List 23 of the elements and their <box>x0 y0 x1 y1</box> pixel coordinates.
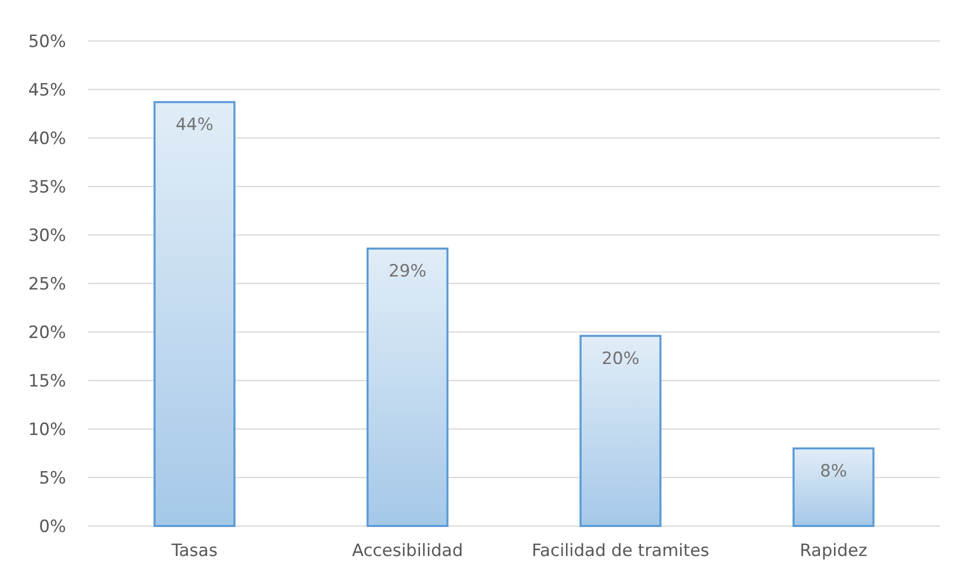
data-label: 29% <box>388 262 426 282</box>
y-tick-label: 50% <box>28 32 66 52</box>
data-label: 8% <box>820 461 847 482</box>
x-tick-label: Tasas <box>170 541 218 561</box>
bar <box>154 101 236 527</box>
y-tick-label: 35% <box>28 177 66 198</box>
bar <box>580 334 662 527</box>
bar <box>366 248 448 527</box>
y-tick-label: 5% <box>39 468 66 488</box>
data-label: 20% <box>602 348 640 369</box>
y-tick-label: 25% <box>28 274 66 294</box>
x-tick-label: Accesibilidad <box>352 541 464 561</box>
y-tick-label: 30% <box>28 226 66 246</box>
x-tick-label: Rapidez <box>800 541 868 561</box>
y-tick-label: 20% <box>28 322 66 343</box>
x-tick-label: Facilidad de tramites <box>532 541 710 561</box>
data-label: 44% <box>176 115 214 136</box>
y-tick-label: 10% <box>28 420 66 440</box>
y-tick-label: 0% <box>39 516 66 537</box>
bar <box>792 447 874 527</box>
y-tick-label: 45% <box>28 80 66 100</box>
y-tick-label: 40% <box>28 128 66 149</box>
y-tick-label: 15% <box>28 371 66 392</box>
